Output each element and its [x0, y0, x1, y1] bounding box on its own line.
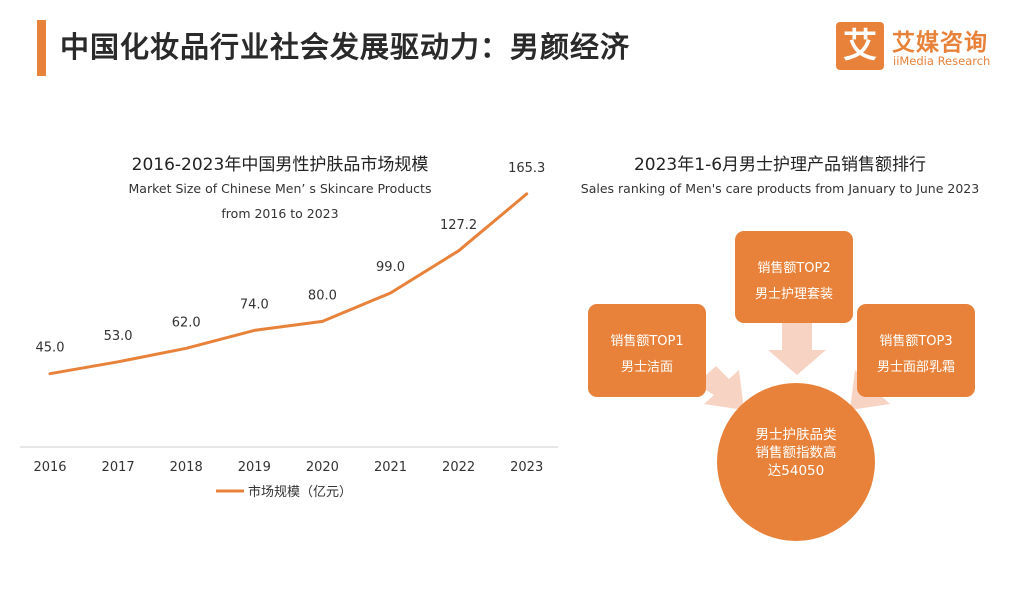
series-line-market-size: [48, 192, 529, 376]
x-tick-2016: 2016: [33, 460, 66, 475]
top1-rank-label: 销售额TOP1: [610, 334, 684, 349]
center-line-2: 销售额指数高: [755, 445, 837, 461]
center-line-1: 男士护肤品类: [755, 427, 837, 443]
x-tick-2017: 2017: [102, 460, 135, 475]
title-accent-bar: [37, 20, 46, 76]
point-label-2019: 74.0: [240, 297, 269, 312]
logo-name-en: iiMedia Research: [893, 54, 991, 68]
point-label-2017: 53.0: [104, 329, 133, 344]
x-tick-2022: 2022: [442, 460, 475, 475]
point-label-2022: 127.2: [440, 218, 477, 233]
legend-label: 市场规模（亿元）: [248, 484, 352, 500]
point-label-2023: 165.3: [508, 161, 545, 176]
rank-box-top3: 销售额TOP3 男士面部乳霜: [857, 304, 975, 397]
x-tick-2021: 2021: [374, 460, 407, 475]
center-line-3: 达54050: [767, 463, 825, 479]
ranking-subtitle: Sales ranking of Men's care products fro…: [580, 181, 980, 196]
top2-product: 男士护理套装: [754, 287, 833, 302]
line-chart-title: 2016-2023年中国男性护肤品市场规模: [131, 155, 429, 175]
point-label-2018: 62.0: [172, 315, 201, 330]
rank-box-top1: 销售额TOP1 男士洁面: [588, 304, 706, 397]
line-chart-subtitle-1: Market Size of Chinese Men’ s Skincare P…: [128, 181, 432, 196]
line-chart-subtitle-2: from 2016 to 2023: [221, 206, 339, 221]
arrow-top1-to-center: [696, 366, 744, 410]
top3-product: 男士面部乳霜: [876, 360, 955, 375]
rank-box-top2: 销售额TOP2 男士护理套装: [735, 231, 853, 323]
iimedia-logo: 艾 艾媒咨询 iiMedia Research: [836, 22, 1006, 74]
top1-product: 男士洁面: [620, 360, 673, 375]
page-title: 中国化妆品行业社会发展驱动力：男颜经济: [60, 30, 631, 64]
x-tick-2020: 2020: [306, 460, 339, 475]
point-label-2020: 80.0: [308, 288, 337, 303]
top3-rank-label: 销售额TOP3: [879, 334, 953, 349]
top2-rank-label: 销售额TOP2: [757, 261, 831, 276]
x-tick-2023: 2023: [510, 460, 543, 475]
x-tick-2018: 2018: [170, 460, 203, 475]
point-label-2021: 99.0: [376, 260, 405, 275]
line-chart: 45.0 53.0 62.0 74.0 80.0 99.0 127.2 165.3 2016 2…: [20, 161, 558, 500]
logo-name-cn: 艾媒咨询: [892, 30, 988, 56]
logo-mark: 艾: [836, 22, 884, 70]
arrow-top2-to-center: [768, 322, 826, 375]
center-summary-circle: 男士护肤品类 销售额指数高 达54050: [717, 383, 875, 541]
point-label-2016: 45.0: [36, 341, 65, 356]
ranking-title: 2023年1-6月男士护理产品销售额排行: [633, 155, 927, 175]
x-tick-2019: 2019: [238, 460, 271, 475]
